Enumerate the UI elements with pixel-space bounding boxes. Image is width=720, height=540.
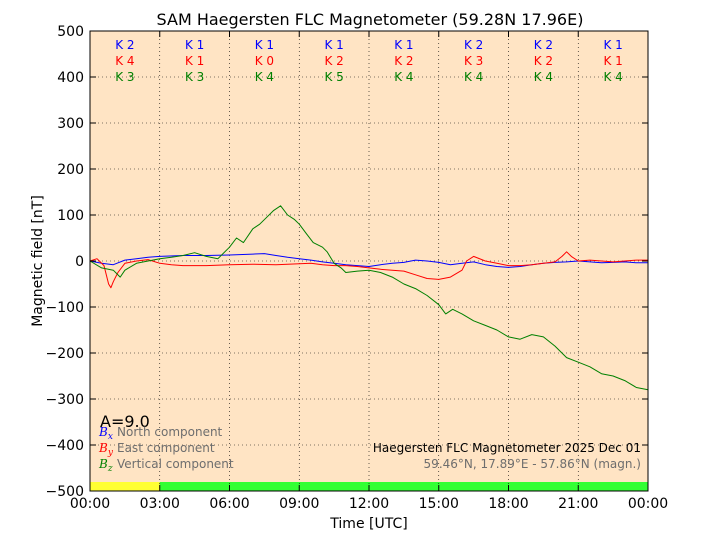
- k-index-z-5: K 4: [464, 70, 483, 84]
- k-index-z-0: K 3: [115, 70, 134, 84]
- k-index-x-6: K 2: [534, 38, 553, 52]
- x-tick-label-5: 15:00: [419, 496, 459, 512]
- series-line-vertical-component: [89, 205, 649, 391]
- y-tick-label-7: 200: [57, 162, 84, 178]
- k-index-z-3: K 5: [324, 70, 343, 84]
- y-tick-label-6: 100: [57, 208, 84, 224]
- x-tick-label-1: 03:00: [140, 496, 180, 512]
- y-tick-label-4: −100: [46, 300, 84, 316]
- plot-background: [90, 31, 648, 491]
- k-index-y-6: K 2: [534, 54, 553, 68]
- y-axis-label: Magnetic field [nT]: [30, 195, 46, 327]
- activity-bar: [90, 482, 648, 491]
- activity-index: A=9.0: [100, 412, 150, 431]
- activity-bar-segment-0: [90, 482, 160, 491]
- data-series: [89, 205, 649, 391]
- k-index-z-6: K 4: [534, 70, 553, 84]
- y-tick-label-5: 0: [75, 254, 84, 270]
- k-index-x-7: K 1: [603, 38, 622, 52]
- legend-label-x: North component: [117, 425, 223, 439]
- annotation-title: Haegersten FLC Magnetometer 2025 Dec 01: [373, 441, 641, 455]
- k-index-y-5: K 3: [464, 54, 483, 68]
- y-tick-label-10: 500: [57, 24, 84, 40]
- y-tick-label-3: −200: [46, 346, 84, 362]
- k-index-x-1: K 1: [185, 38, 204, 52]
- x-tick-label-2: 06:00: [209, 496, 249, 512]
- k-index-y-0: K 4: [115, 54, 134, 68]
- y-axis-ticks: −500 −400 −300 −200 −100 0 100 200 300 400 500: [46, 24, 648, 500]
- x-tick-label-3: 09:00: [279, 496, 319, 512]
- x-tick-label-6: 18:00: [488, 496, 528, 512]
- legend-label-z: Vertical component: [117, 457, 234, 471]
- series-line-north-component: [89, 253, 648, 268]
- k-index-y-3: K 2: [324, 54, 343, 68]
- k-index-x-2: K 1: [255, 38, 274, 52]
- k-index-x-0: K 2: [115, 38, 134, 52]
- k-index-z-1: K 3: [185, 70, 204, 84]
- k-index-x-5: K 2: [464, 38, 483, 52]
- grid-lines: [90, 31, 648, 491]
- k-index-z-7: K 4: [603, 70, 622, 84]
- k-index-x-4: K 1: [394, 38, 413, 52]
- k-index-y-1: K 1: [185, 54, 204, 68]
- x-tick-label-0: 00:00: [70, 496, 110, 512]
- legend-label-y: East component: [117, 441, 215, 455]
- activity-bar-segment-1: [159, 482, 648, 491]
- legend-subscript-x: x: [108, 432, 113, 442]
- y-tick-label-8: 300: [57, 116, 84, 132]
- k-index-z-2: K 4: [255, 70, 274, 84]
- y-tick-label-0: −500: [46, 484, 84, 500]
- x-tick-label-8: 00:00: [628, 496, 668, 512]
- k-index-y-2: K 0: [255, 54, 274, 68]
- k-index-y-4: K 2: [394, 54, 413, 68]
- x-tick-label-7: 21:00: [558, 496, 598, 512]
- y-tick-label-2: −300: [46, 392, 84, 408]
- y-tick-label-1: −400: [46, 438, 84, 454]
- x-axis-ticks: 00:00 03:00 06:00 09:00 12:00 15:00 18:00 21:00…: [70, 31, 668, 512]
- annotation-subtitle: 59.46°N, 17.89°E - 57.86°N (magn.): [424, 457, 641, 471]
- x-axis-label: Time [UTC]: [329, 516, 407, 532]
- y-tick-label-9: 400: [57, 70, 84, 86]
- k-index-z-4: K 4: [394, 70, 413, 84]
- x-tick-label-4: 12:00: [349, 496, 389, 512]
- k-index-x-3: K 1: [324, 38, 343, 52]
- k-index-table: K 2 K 1 K 1 K 1 K 1 K 2 K 2 K 1 K 4 K 1 K 0 K 2 K 2 K…: [115, 38, 623, 84]
- chart-title: SAM Haegersten FLC Magnetometer (59.28N …: [157, 10, 584, 29]
- legend-subscript-y: y: [107, 448, 114, 458]
- k-index-y-7: K 1: [603, 54, 622, 68]
- series-line-east-component: [89, 251, 648, 289]
- legend-subscript-z: z: [107, 464, 113, 474]
